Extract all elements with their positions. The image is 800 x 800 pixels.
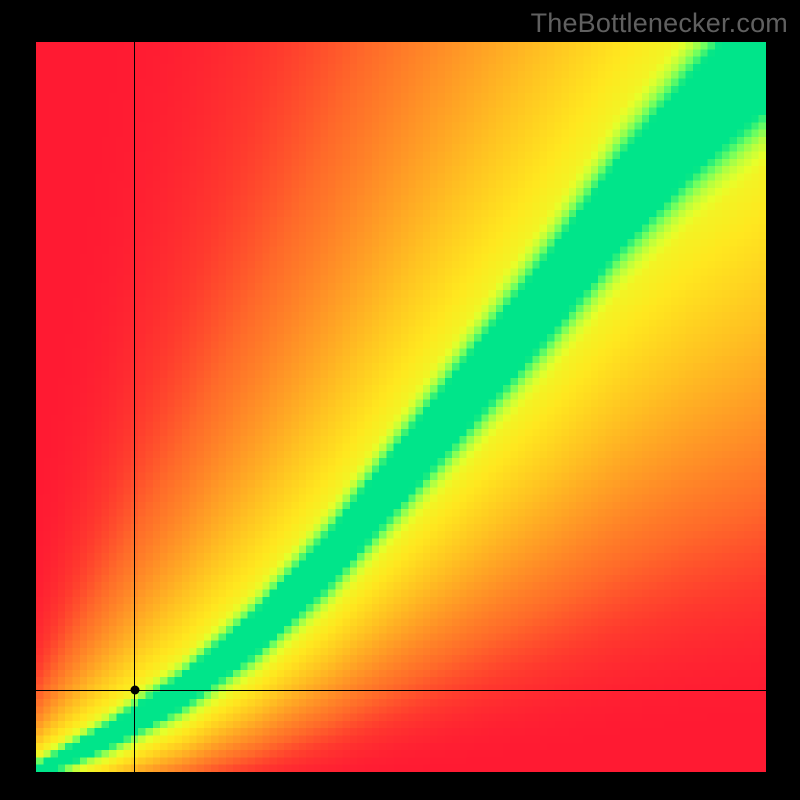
heatmap-canvas — [36, 42, 766, 772]
frame: TheBottlenecker.com — [0, 0, 800, 800]
watermark-text: TheBottlenecker.com — [531, 8, 788, 39]
crosshair-marker — [130, 686, 139, 695]
heatmap-plot — [36, 42, 766, 772]
crosshair-vertical — [134, 42, 135, 772]
crosshair-horizontal — [36, 690, 766, 691]
